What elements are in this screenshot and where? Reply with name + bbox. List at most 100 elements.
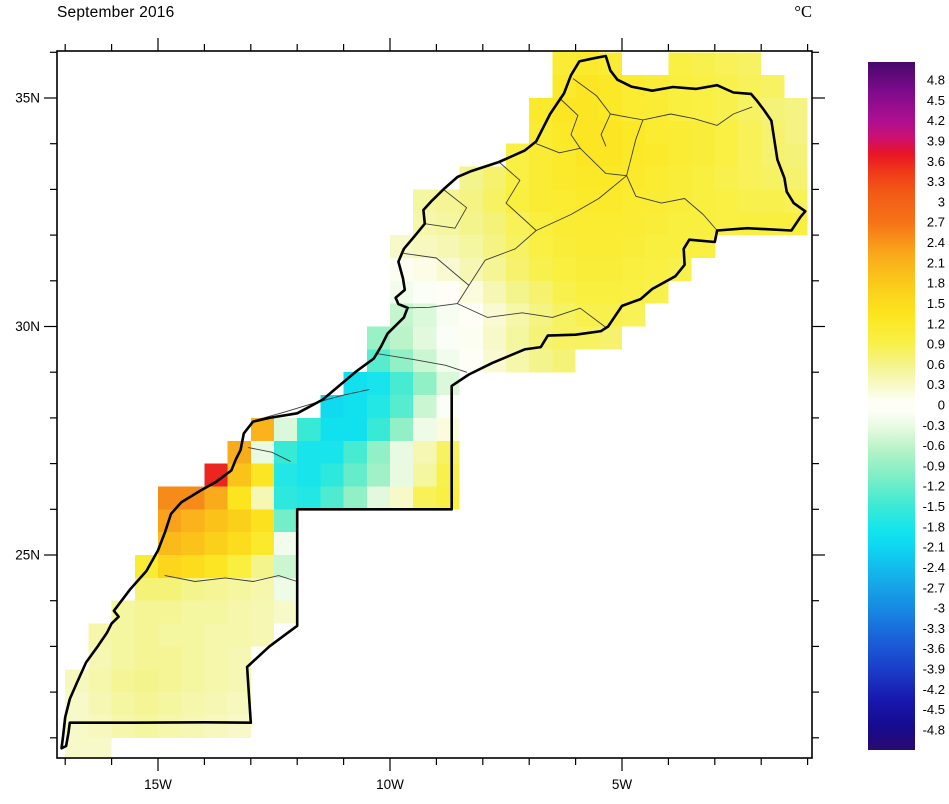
grid-cell: [761, 212, 785, 236]
grid-cell: [761, 189, 785, 213]
grid-cell: [366, 463, 390, 487]
grid-cell: [482, 235, 506, 258]
colorbar-tick-label: -1.8: [923, 519, 945, 534]
colorbar-gradient: [868, 62, 915, 750]
grid-cell: [204, 463, 228, 487]
colorbar-tick-label: 4.2: [927, 113, 945, 128]
grid-cell: [691, 212, 715, 236]
colorbar-tick-label: -3.3: [923, 621, 945, 636]
grid-cell: [691, 52, 715, 76]
grid-cell: [413, 326, 437, 350]
colorbar-tick-label: -3.6: [923, 641, 945, 656]
colorbar-tick-label: 2.7: [927, 215, 945, 230]
grid-cell: [459, 258, 483, 281]
grid-cell: [482, 166, 506, 190]
grid-cell: [134, 577, 158, 601]
grid-cell: [645, 166, 669, 190]
grid-cell: [714, 52, 738, 76]
grid-cell: [598, 258, 622, 281]
grid-cell: [645, 75, 669, 99]
grid-cell: [250, 417, 274, 441]
colorbar-tick-label: 0: [938, 398, 945, 413]
grid-cell: [204, 623, 228, 647]
grid-cell: [575, 120, 599, 144]
grid-cell: [552, 212, 576, 236]
grid-cell: [691, 235, 715, 258]
grid-cell: [668, 235, 692, 258]
grid-cell: [366, 372, 390, 396]
grid-cell: [598, 303, 622, 327]
grid-cell: [250, 440, 274, 464]
units-label: °C: [794, 2, 812, 21]
grid-cell: [482, 212, 506, 236]
grid-cell: [227, 600, 251, 624]
grid-cell: [436, 440, 460, 464]
grid-cell: [691, 120, 715, 144]
colorbar-tick-label: -0.3: [923, 418, 945, 433]
grid-cell: [645, 258, 669, 281]
grid-cell: [436, 326, 460, 350]
grid-cell: [134, 692, 158, 715]
grid-cell: [738, 52, 762, 76]
grid-cell: [390, 417, 414, 441]
grid-cell: [668, 143, 692, 167]
grid-cell: [436, 235, 460, 258]
grid-cell: [529, 326, 553, 350]
grid-cell: [227, 532, 251, 556]
grid-cell: [668, 166, 692, 190]
colorbar-tick-label: -2.4: [923, 560, 945, 575]
grid-cell: [575, 258, 599, 281]
grid-cell: [413, 258, 437, 281]
grid-cell: [158, 486, 182, 510]
grid-cell: [598, 235, 622, 258]
grid-cell: [250, 486, 274, 510]
colorbar-tick-label: 3.3: [927, 174, 945, 189]
grid-cell: [227, 577, 251, 601]
grid-cell: [598, 212, 622, 236]
grid-cell: [390, 440, 414, 464]
grid-cell: [575, 98, 599, 121]
grid-cell: [738, 143, 762, 167]
grid-cell: [529, 349, 553, 373]
y-tick-label: 35N: [15, 91, 40, 106]
grid-cell: [227, 715, 251, 738]
grid-cell: [459, 212, 483, 236]
grid-cell: [622, 258, 646, 281]
grid-cell: [134, 669, 158, 693]
grid-cell: [738, 166, 762, 190]
colorbar-tick-label: -4.5: [923, 702, 945, 717]
y-tick-label: 30N: [15, 319, 40, 334]
grid-cell: [738, 212, 762, 236]
grid-cell: [575, 235, 599, 258]
grid-cell: [691, 143, 715, 167]
grid-cell: [204, 555, 228, 578]
grid-cell: [343, 417, 367, 441]
grid-cell: [714, 98, 738, 121]
grid-cell: [622, 303, 646, 327]
grid-cell: [529, 212, 553, 236]
grid-cell: [622, 143, 646, 167]
y-tick-label: 25N: [15, 548, 40, 563]
grid-cell: [552, 143, 576, 167]
grid-cell: [227, 646, 251, 670]
grid-cell: [575, 75, 599, 99]
colorbar-tick-label: 0.6: [927, 357, 945, 372]
grid-cell: [297, 486, 321, 510]
grid-cell: [738, 120, 762, 144]
grid-cell: [413, 486, 437, 510]
grid-cell: [413, 417, 437, 441]
grid-cell: [320, 417, 344, 441]
grid-cell: [227, 486, 251, 510]
grid-cell: [250, 623, 274, 647]
grid-cell: [413, 349, 437, 373]
grid-cell: [297, 417, 321, 441]
colorbar-tick-label: -4.8: [923, 723, 945, 738]
colorbar-tick-label: -2.7: [923, 580, 945, 595]
grid-cell: [204, 486, 228, 510]
grid-cell: [390, 372, 414, 396]
grid-cell: [506, 258, 530, 281]
grid-cell: [598, 52, 622, 76]
grid-cell: [181, 577, 205, 601]
colorbar-labels: 4.8 4.5 4.2 3.9 3.6 3.3 3 2.7 2.4 2.1 1.8 1.5 1.2 0.9…: [923, 73, 945, 738]
grid-cell: [622, 166, 646, 190]
